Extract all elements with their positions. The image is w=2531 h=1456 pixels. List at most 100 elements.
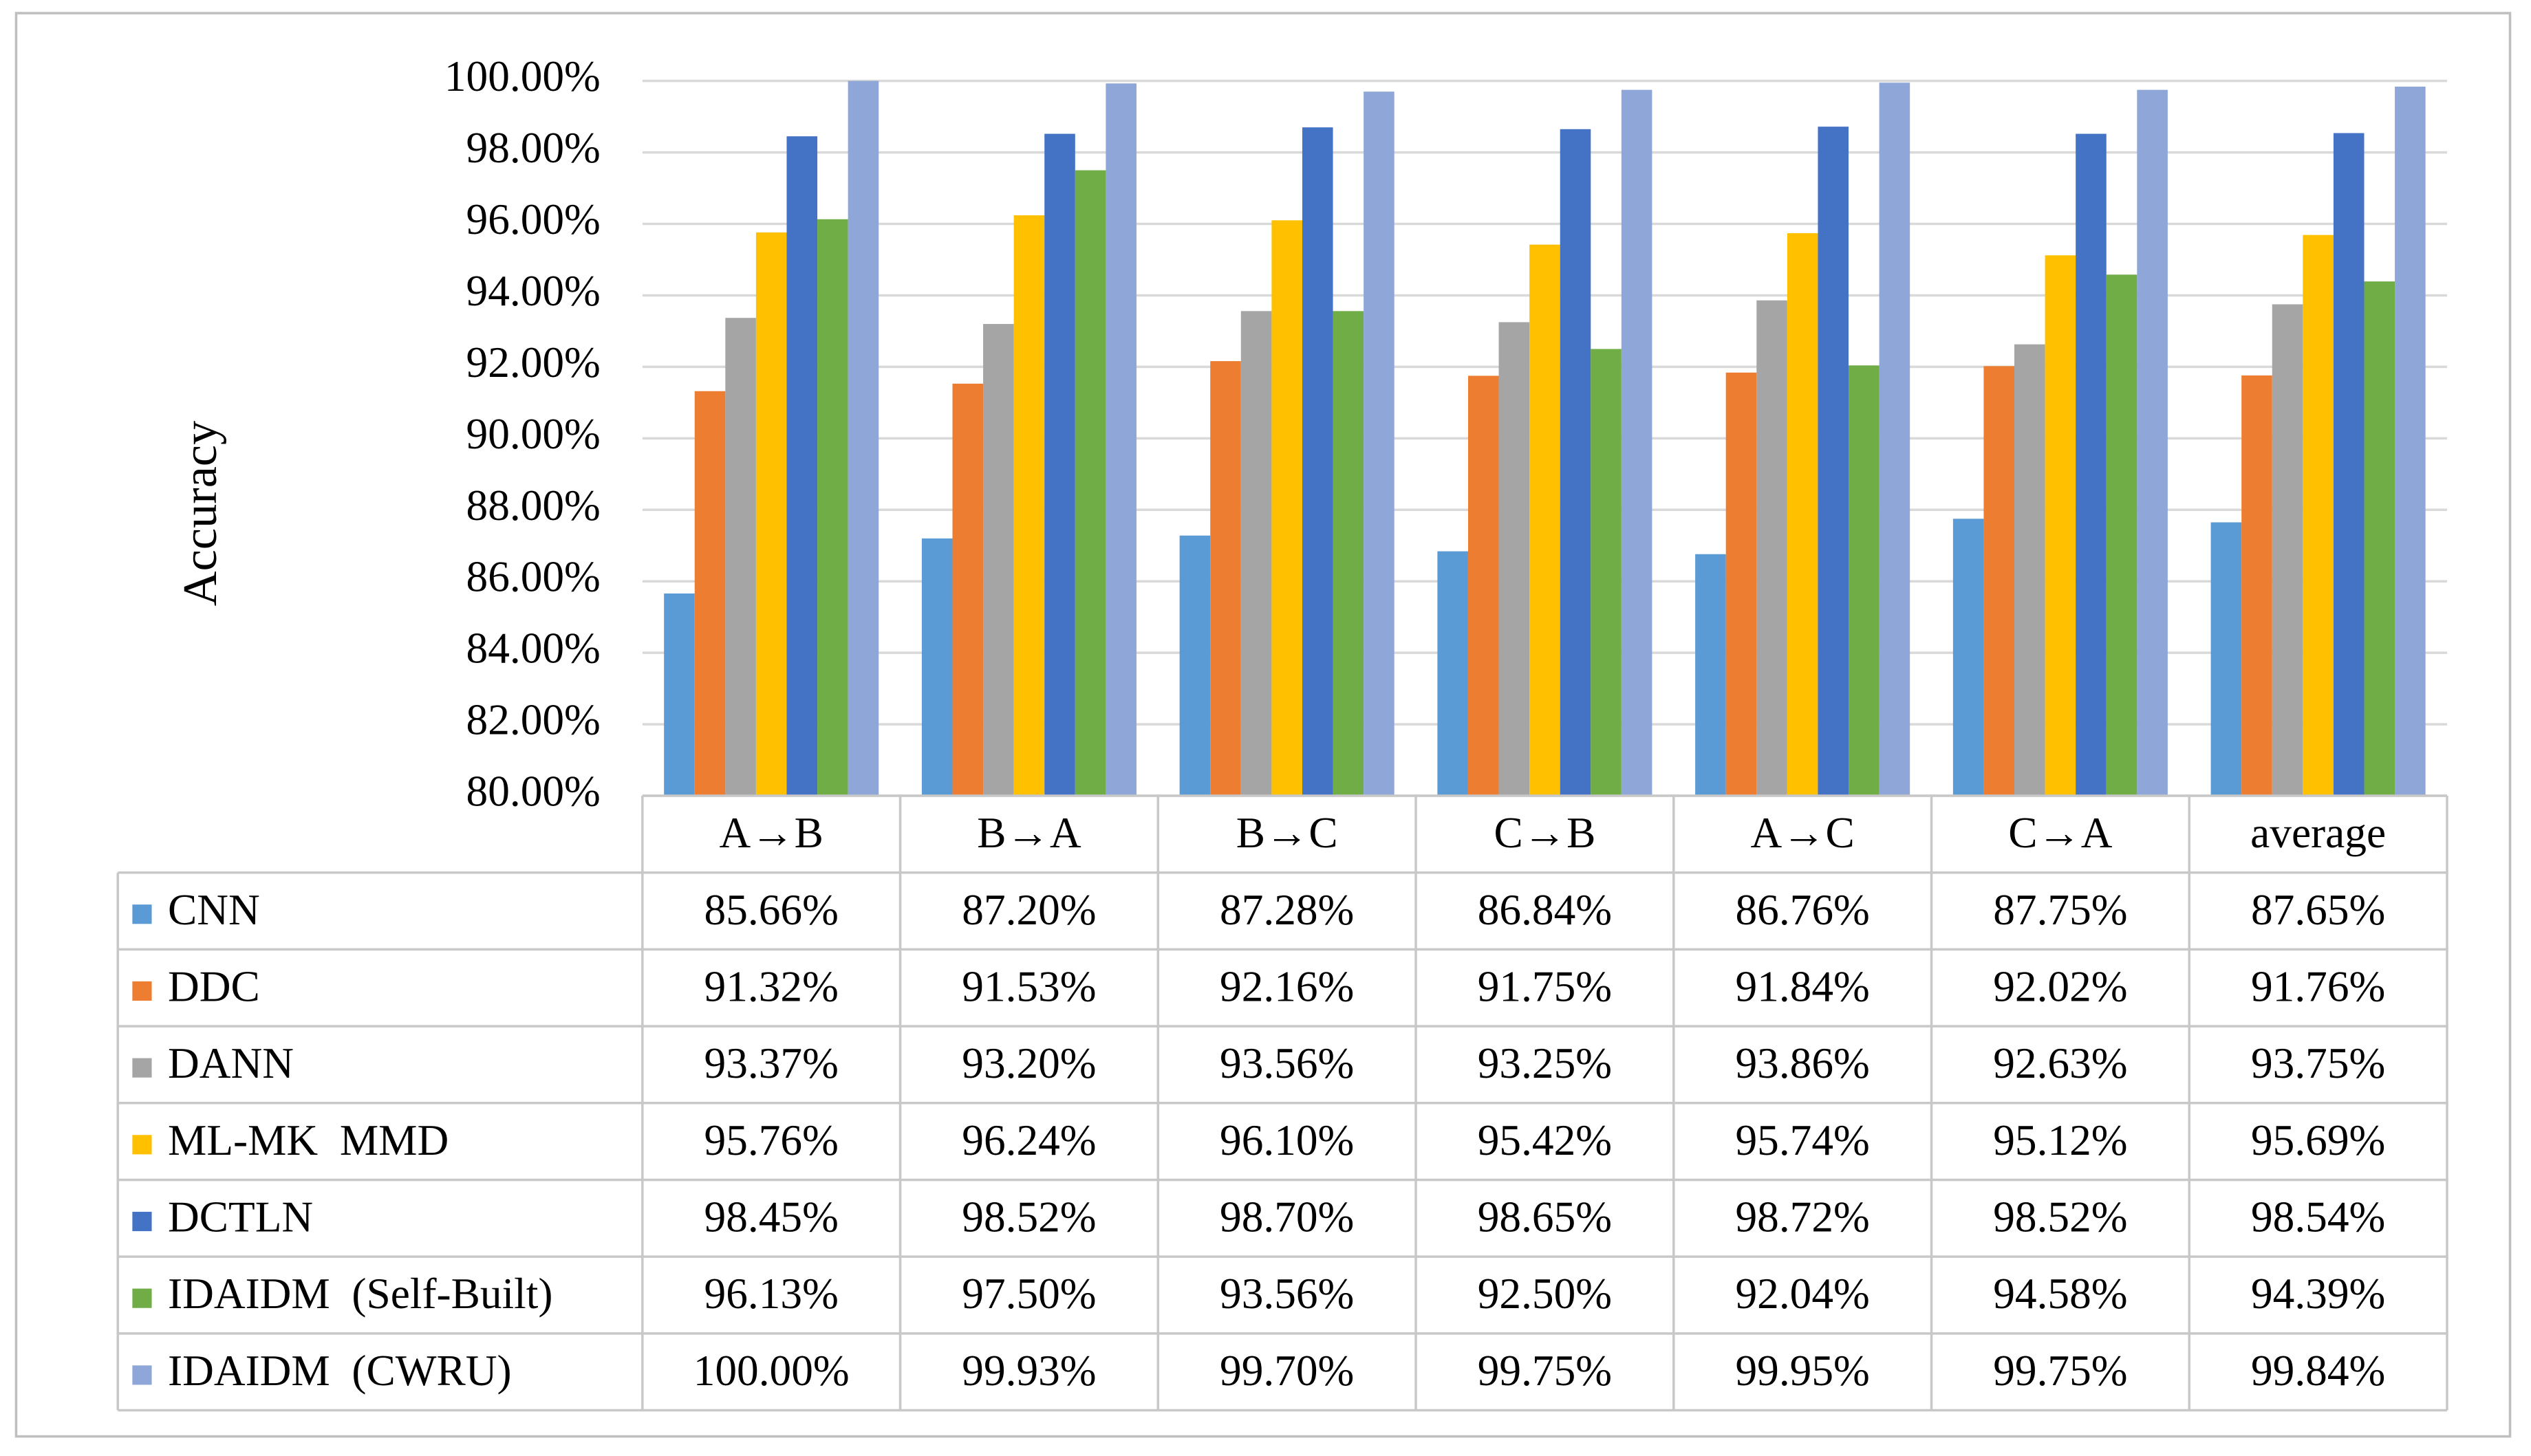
bar	[1333, 311, 1364, 796]
bar	[1725, 372, 1757, 796]
bar	[2137, 89, 2168, 796]
bar	[1560, 129, 1591, 796]
legend-swatch	[132, 981, 152, 1001]
table-value: 95.74%	[1735, 1116, 1869, 1164]
table-value: 95.69%	[2251, 1116, 2385, 1164]
y-tick-label: 94.00%	[466, 267, 601, 315]
table-value: 98.45%	[704, 1193, 839, 1241]
bar	[725, 318, 756, 796]
bar	[1695, 554, 1726, 796]
chart-border	[14, 12, 2512, 1438]
legend-swatch	[132, 1365, 152, 1385]
bar	[1818, 127, 1849, 796]
bar	[2045, 255, 2076, 796]
x-tick-label: A→C	[1750, 809, 1854, 857]
table-value: 99.93%	[962, 1347, 1096, 1395]
bar	[2333, 133, 2365, 796]
bar	[1179, 535, 1211, 796]
legend-label: DANN	[168, 1039, 294, 1087]
table-value: 98.52%	[962, 1193, 1096, 1241]
table-value: 87.20%	[962, 886, 1096, 934]
bar	[1621, 89, 1652, 796]
y-tick-label: 96.00%	[466, 195, 601, 243]
bar	[1952, 519, 1984, 796]
x-tick-label: A→B	[720, 809, 823, 857]
x-tick-label: C→A	[2008, 809, 2113, 857]
bar	[2076, 133, 2107, 796]
bar	[1075, 170, 1106, 796]
y-tick-label: 88.00%	[466, 481, 601, 530]
bar	[2395, 86, 2426, 796]
legend-swatch	[132, 1211, 152, 1232]
bar	[2014, 344, 2045, 796]
x-tick-label: average	[2250, 809, 2386, 857]
table-value: 95.76%	[704, 1116, 839, 1164]
bar	[2210, 522, 2242, 796]
table-value: 93.75%	[2251, 1039, 2385, 1087]
legend-swatch	[132, 904, 152, 924]
legend-label: DDC	[168, 962, 260, 1010]
bar	[817, 219, 848, 796]
table-value: 99.70%	[1220, 1347, 1354, 1395]
bar	[1302, 127, 1333, 796]
table-value: 91.75%	[1478, 962, 1612, 1010]
table-value: 98.54%	[2251, 1193, 2385, 1241]
bar	[1983, 366, 2015, 796]
y-axis-label: Accuracy	[173, 421, 227, 607]
x-tick-label: C→B	[1494, 809, 1595, 857]
bar	[1467, 376, 1499, 796]
table-value: 100.00%	[693, 1347, 850, 1395]
y-tick-label: 84.00%	[466, 624, 601, 673]
table-value: 93.56%	[1220, 1039, 1354, 1087]
y-tick-label: 86.00%	[466, 553, 601, 601]
table-value: 87.28%	[1220, 886, 1354, 934]
table-value: 97.50%	[962, 1270, 1096, 1318]
y-tick-label: 80.00%	[466, 768, 601, 816]
table-value: 91.53%	[962, 962, 1096, 1010]
y-tick-label: 98.00%	[466, 124, 601, 172]
y-tick-label: 100.00%	[444, 52, 601, 100]
table-value: 93.20%	[962, 1039, 1096, 1087]
bar	[1529, 244, 1560, 796]
table-value: 99.84%	[2251, 1347, 2385, 1395]
table-value: 94.58%	[1993, 1270, 2127, 1318]
bar	[2303, 235, 2334, 796]
legend-swatch	[132, 1288, 152, 1308]
legend-label: IDAIDM (CWRU)	[168, 1347, 512, 1395]
table-value: 98.72%	[1735, 1193, 1869, 1241]
table-value: 94.39%	[2251, 1270, 2385, 1318]
bar	[952, 383, 984, 796]
table-value: 99.75%	[1478, 1347, 1612, 1395]
legend-swatch	[132, 1058, 152, 1078]
table-value: 98.70%	[1220, 1193, 1354, 1241]
table-value: 91.84%	[1735, 962, 1869, 1010]
y-tick-label: 82.00%	[466, 696, 601, 744]
bar	[848, 80, 879, 796]
bar	[1240, 311, 1272, 796]
table-value: 95.12%	[1993, 1116, 2127, 1164]
table-value: 86.76%	[1735, 886, 1869, 934]
bar	[1271, 220, 1302, 796]
table-value: 92.63%	[1993, 1039, 2127, 1087]
legend-label: ML-MK MMD	[168, 1116, 449, 1164]
table-value: 91.76%	[2251, 962, 2385, 1010]
table-value: 87.75%	[1993, 886, 2127, 934]
table-value: 98.65%	[1478, 1193, 1612, 1241]
table-value: 92.04%	[1735, 1270, 1869, 1318]
table-value: 92.16%	[1220, 962, 1354, 1010]
table-value: 99.75%	[1993, 1347, 2127, 1395]
legend-swatch	[132, 1135, 152, 1155]
bar	[2241, 375, 2272, 796]
table-value: 87.65%	[2251, 886, 2385, 934]
bar	[1879, 83, 1910, 796]
y-tick-label: 92.00%	[466, 338, 601, 387]
bar	[921, 538, 953, 796]
bar	[2364, 281, 2395, 796]
table-value: 96.10%	[1220, 1116, 1354, 1164]
table-value: 96.24%	[962, 1116, 1096, 1164]
bar	[1044, 133, 1075, 796]
bar	[1498, 322, 1530, 796]
bar	[664, 593, 695, 796]
bar	[1364, 91, 1394, 796]
